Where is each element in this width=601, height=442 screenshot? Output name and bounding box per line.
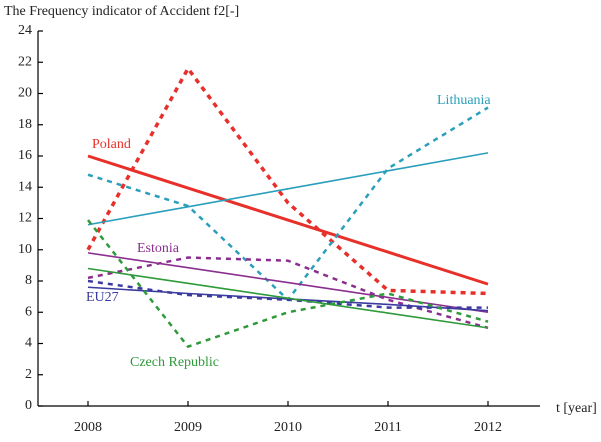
series-label: EU27 bbox=[86, 290, 119, 305]
x-tick-label: 2009 bbox=[174, 420, 202, 435]
y-tick-label: 16 bbox=[18, 148, 32, 163]
series-label: Estonia bbox=[137, 241, 180, 256]
y-tick-label: 14 bbox=[18, 179, 32, 194]
trend-line bbox=[87, 152, 489, 226]
y-tick-label: 8 bbox=[25, 273, 32, 288]
y-tick-label: 20 bbox=[18, 86, 32, 101]
y-tick-label: 22 bbox=[18, 54, 32, 69]
trend-line bbox=[87, 267, 489, 329]
y-tick-label: 4 bbox=[25, 336, 32, 351]
trend-line bbox=[87, 154, 489, 286]
x-tick-label: 2008 bbox=[74, 420, 102, 435]
y-tick-label: 12 bbox=[18, 211, 32, 226]
data-line bbox=[87, 106, 489, 302]
y-tick-label: 10 bbox=[18, 242, 32, 257]
x-axis-label: t [year] bbox=[556, 401, 597, 416]
y-axis-label: The Frequency indicator of Accident f2[-… bbox=[4, 4, 239, 19]
x-tick-label: 2011 bbox=[374, 420, 401, 435]
y-tick-label: 2 bbox=[25, 367, 32, 382]
data-line bbox=[87, 256, 489, 330]
x-tick-label: 2010 bbox=[274, 420, 302, 435]
y-tick-label: 0 bbox=[25, 398, 32, 413]
x-tick-label: 2012 bbox=[474, 420, 502, 435]
data-line bbox=[86, 65, 489, 296]
y-tick-label: 24 bbox=[18, 23, 32, 38]
data-line bbox=[87, 219, 489, 349]
y-tick-label: 18 bbox=[18, 117, 32, 132]
series-label: Lithuania bbox=[437, 93, 491, 108]
data-line bbox=[87, 279, 488, 309]
series-label: Czech Republic bbox=[130, 355, 219, 370]
y-tick-label: 6 bbox=[25, 304, 32, 319]
series-label: Poland bbox=[92, 137, 131, 152]
